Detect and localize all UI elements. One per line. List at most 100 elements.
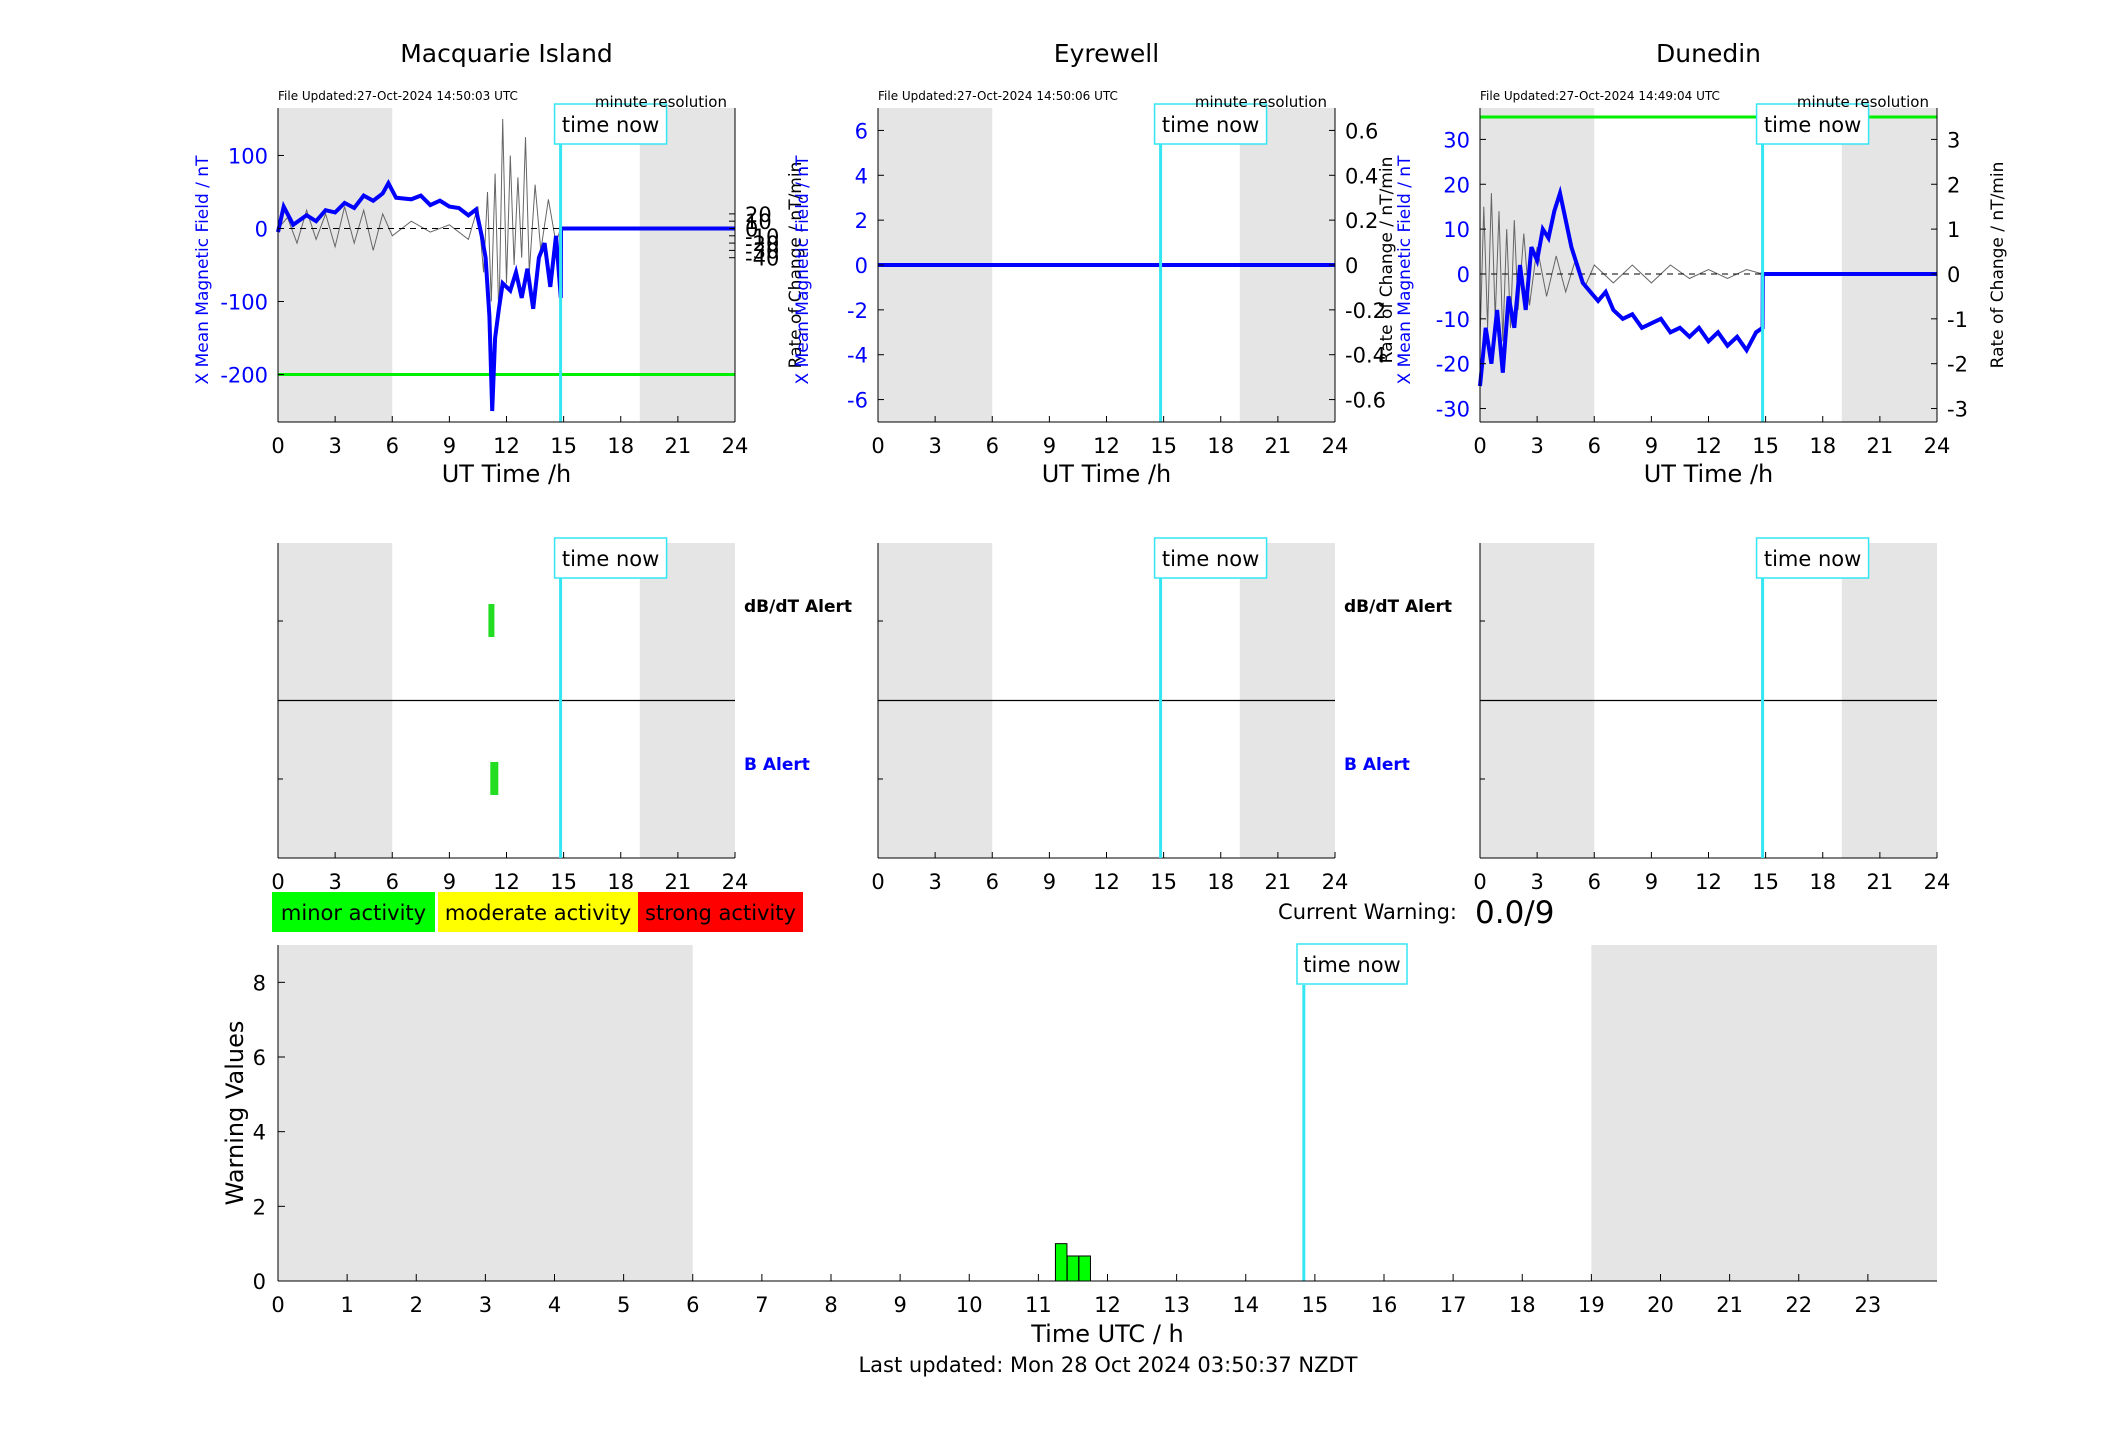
x-tick-label: 12 xyxy=(493,870,520,894)
night-shade xyxy=(278,108,393,422)
x-tick-label: 6 xyxy=(1588,434,1601,458)
station-title: Macquarie Island xyxy=(400,39,613,68)
right-tick-label: -0.4 xyxy=(1345,344,1386,368)
x-tick-label: 24 xyxy=(1924,434,1951,458)
left-tick-label: 100 xyxy=(228,144,268,168)
x-tick-label: 2 xyxy=(410,1293,423,1317)
rate-of-change-line xyxy=(1479,193,1763,342)
x-tick-label: 22 xyxy=(1785,1293,1812,1317)
x-tick-label: 15 xyxy=(1302,1293,1329,1317)
resolution-text: minute resolution xyxy=(1797,93,1929,111)
field-line xyxy=(276,179,735,412)
x-tick-label: 9 xyxy=(1645,434,1658,458)
x-tick-label: 11 xyxy=(1025,1293,1052,1317)
x-tick-label: 6 xyxy=(386,870,399,894)
x-tick-label: 24 xyxy=(1322,870,1349,894)
left-tick-label: -4 xyxy=(847,344,868,368)
x-tick-label: 6 xyxy=(986,434,999,458)
y-tick-label: 8 xyxy=(253,971,266,995)
x-axis-label: Time UTC / h xyxy=(1030,1320,1184,1348)
time-now-box xyxy=(1755,103,1870,145)
right-tick-label: -1 xyxy=(1947,308,1968,332)
x-tick-label: 24 xyxy=(722,870,749,894)
time-now-box xyxy=(1153,537,1268,579)
b-alert-bar xyxy=(490,762,499,795)
x-tick-label: 9 xyxy=(443,434,456,458)
right-tick-label: 10 xyxy=(745,210,772,234)
legend-swatch xyxy=(272,892,435,932)
right-axis-label: Rate of Change / nT/min xyxy=(786,162,806,369)
left-tick-label: 0 xyxy=(1457,263,1470,287)
x-tick-label: 18 xyxy=(1207,434,1234,458)
x-tick-label: 0 xyxy=(871,434,884,458)
x-axis-label: UT Time /h xyxy=(442,460,572,488)
b-alert-label: B Alert xyxy=(1344,755,1410,775)
field-line xyxy=(1478,185,1937,387)
x-tick-label: 8 xyxy=(824,1293,837,1317)
x-tick-label: 15 xyxy=(1752,434,1779,458)
x-tick-label: 6 xyxy=(686,1293,699,1317)
left-tick-label: 6 xyxy=(855,119,868,143)
left-tick-label: 0 xyxy=(255,217,268,241)
x-tick-label: 9 xyxy=(1645,870,1658,894)
x-tick-label: 9 xyxy=(893,1293,906,1317)
time-now-box xyxy=(553,537,668,579)
night-shade xyxy=(278,945,693,1281)
right-tick-label: 3 xyxy=(1947,128,1960,152)
right-tick-label: -0.2 xyxy=(1345,299,1386,323)
x-tick-label: 1 xyxy=(340,1293,353,1317)
x-tick-label: 12 xyxy=(493,434,520,458)
x-tick-label: 3 xyxy=(328,870,341,894)
current-warning-value: 0.0/9 xyxy=(1475,895,1554,931)
legend-swatch xyxy=(438,892,638,932)
alert-panel-2: time now 0 3 6 9 12 15 18 21 24 xyxy=(1473,537,1950,894)
alert-panel-0: time now dB/dT Alert B Alert 0 3 6 9 12 15 18 21 24 xyxy=(271,537,852,894)
x-tick-label: 0 xyxy=(1473,434,1486,458)
right-tick-label: 0 xyxy=(745,217,758,241)
x-tick-label: 16 xyxy=(1371,1293,1398,1317)
x-axis-label: UT Time /h xyxy=(1042,460,1172,488)
x-tick-label: 24 xyxy=(722,434,749,458)
right-tick-label: 0.6 xyxy=(1345,119,1378,143)
x-tick-label: 12 xyxy=(1093,870,1120,894)
x-tick-label: 6 xyxy=(386,434,399,458)
right-tick-label: -10 xyxy=(745,225,779,249)
current-warning-label: Current Warning: xyxy=(1278,900,1457,924)
y-tick-label: 4 xyxy=(253,1121,266,1145)
x-tick-label: 3 xyxy=(328,434,341,458)
x-tick-label: 0 xyxy=(271,1293,284,1317)
time-now-label: time now xyxy=(1764,547,1861,571)
x-tick-label: 21 xyxy=(665,434,692,458)
resolution-text: minute resolution xyxy=(595,93,727,111)
dbdt-alert-bar xyxy=(488,604,495,637)
x-tick-label: 18 xyxy=(607,870,634,894)
x-tick-label: 0 xyxy=(271,434,284,458)
x-tick-label: 0 xyxy=(271,870,284,894)
legend-label: minor activity xyxy=(281,901,426,925)
x-tick-label: 23 xyxy=(1855,1293,1882,1317)
x-tick-label: 15 xyxy=(550,434,577,458)
resolution-text: minute resolution xyxy=(1195,93,1327,111)
left-tick-label: -20 xyxy=(1436,353,1470,377)
legend-swatch xyxy=(638,892,803,932)
x-tick-label: 13 xyxy=(1163,1293,1190,1317)
time-now-box xyxy=(1153,103,1268,145)
warning-bar xyxy=(1078,1255,1091,1282)
right-tick-label: 0.4 xyxy=(1345,164,1378,188)
legend-label: strong activity xyxy=(645,901,796,925)
dbdt-alert-label: dB/dT Alert xyxy=(1344,597,1452,617)
night-shade xyxy=(1591,945,1937,1281)
x-tick-label: 0 xyxy=(871,870,884,894)
x-tick-label: 3 xyxy=(1530,434,1543,458)
right-tick-label: -20 xyxy=(745,232,779,256)
x-axis-label: UT Time /h xyxy=(1644,460,1774,488)
time-now-box xyxy=(1755,537,1870,579)
left-tick-label: -2 xyxy=(847,299,868,323)
x-tick-label: 21 xyxy=(1867,434,1894,458)
x-tick-label: 21 xyxy=(665,870,692,894)
legend-label: moderate activity xyxy=(445,901,631,925)
right-tick-label: -2 xyxy=(1947,353,1968,377)
time-now-box xyxy=(553,103,668,145)
night-shade xyxy=(1841,108,1937,422)
